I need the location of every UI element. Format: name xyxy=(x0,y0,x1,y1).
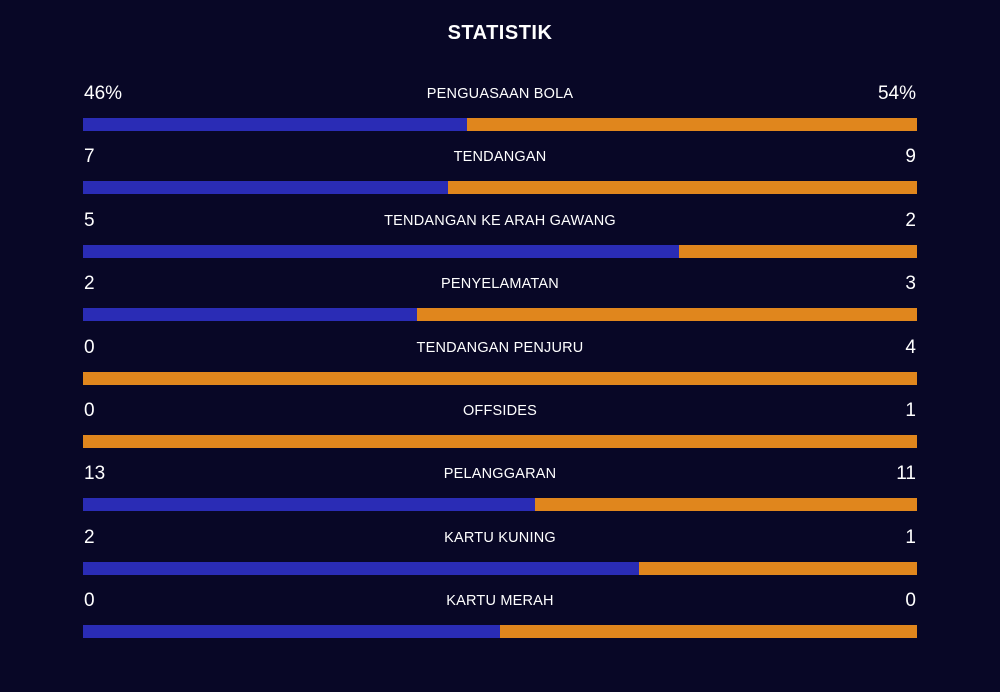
stat-label: TENDANGAN xyxy=(453,149,547,166)
stat-label: PELANGGARAN xyxy=(443,466,557,483)
stat-row-header: 7 TENDANGAN 9 xyxy=(83,143,917,171)
away-value: 54% xyxy=(877,83,916,104)
stat-row: 0 KARTU MERAH 0 xyxy=(83,587,917,650)
away-value: 1 xyxy=(905,526,916,548)
home-value: 0 xyxy=(84,399,95,421)
away-value: 4 xyxy=(905,336,916,358)
home-value: 13 xyxy=(84,463,106,485)
stat-row: 0 OFFSIDES 1 xyxy=(83,397,917,460)
stat-label: TENDANGAN PENJURU xyxy=(416,339,584,356)
stat-row: 2 KARTU KUNING 1 xyxy=(83,524,917,587)
stats-list: 46% PENGUASAAN BOLA 54% 7 TENDANGAN 9 5 TENDANG… xyxy=(83,80,917,651)
stat-row-header: 0 TENDANGAN PENJURU 4 xyxy=(83,334,917,362)
stat-row: 7 TENDANGAN 9 xyxy=(83,143,917,206)
stat-row-header: 46% PENGUASAAN BOLA 54% xyxy=(83,80,917,108)
stat-label: KARTU MERAH xyxy=(446,593,554,610)
home-share-fill xyxy=(83,625,500,639)
stat-comparison-bar xyxy=(83,181,917,195)
away-value: 3 xyxy=(905,273,916,295)
stat-row: 13 PELANGGARAN 11 xyxy=(83,460,917,523)
stat-comparison-bar xyxy=(83,498,917,512)
stat-comparison-bar xyxy=(83,561,917,575)
stat-row: 0 TENDANGAN PENJURU 4 xyxy=(83,334,917,397)
home-value: 2 xyxy=(84,526,95,548)
home-share-fill xyxy=(83,244,679,258)
stat-label: TENDANGAN KE ARAH GAWANG xyxy=(384,212,616,229)
home-share-fill xyxy=(83,498,535,512)
stat-label: PENGUASAAN BOLA xyxy=(426,86,574,102)
home-value: 2 xyxy=(84,273,95,295)
home-share-fill xyxy=(83,181,448,195)
page-title: STATISTIK xyxy=(447,22,553,44)
stat-label: OFFSIDES xyxy=(462,402,538,419)
stat-comparison-bar xyxy=(83,244,917,258)
stat-row-header: 13 PELANGGARAN 11 xyxy=(83,460,917,488)
stat-row: 46% PENGUASAAN BOLA 54% xyxy=(83,80,917,143)
home-share-fill xyxy=(83,118,467,131)
home-value: 7 xyxy=(84,146,95,168)
stat-label: KARTU KUNING xyxy=(444,529,556,546)
stat-comparison-bar xyxy=(83,625,917,639)
stat-comparison-bar xyxy=(83,371,917,385)
stat-row-header: 2 PENYELAMATAN 3 xyxy=(83,270,917,298)
stat-comparison-bar xyxy=(83,308,917,322)
away-value: 1 xyxy=(905,399,916,421)
stat-label: PENYELAMATAN xyxy=(441,276,559,293)
stat-row-header: 0 OFFSIDES 1 xyxy=(83,397,917,425)
stat-row: 5 TENDANGAN KE ARAH GAWANG 2 xyxy=(83,207,917,270)
stat-row-header: 2 KARTU KUNING 1 xyxy=(83,524,917,552)
home-value: 46% xyxy=(84,83,123,104)
away-value: 2 xyxy=(905,209,916,231)
away-value: 0 xyxy=(905,590,916,612)
home-value: 5 xyxy=(84,209,95,231)
home-value: 0 xyxy=(84,590,95,612)
stat-row: 2 PENYELAMATAN 3 xyxy=(83,270,917,333)
home-share-fill xyxy=(83,561,640,575)
stat-comparison-bar xyxy=(83,118,917,131)
away-value: 9 xyxy=(905,146,916,168)
stat-row-header: 0 KARTU MERAH 0 xyxy=(83,587,917,615)
stat-row-header: 5 TENDANGAN KE ARAH GAWANG 2 xyxy=(83,207,917,235)
away-value: 11 xyxy=(896,463,916,485)
home-value: 0 xyxy=(84,336,95,358)
stat-comparison-bar xyxy=(83,434,917,448)
home-share-fill xyxy=(83,308,417,322)
